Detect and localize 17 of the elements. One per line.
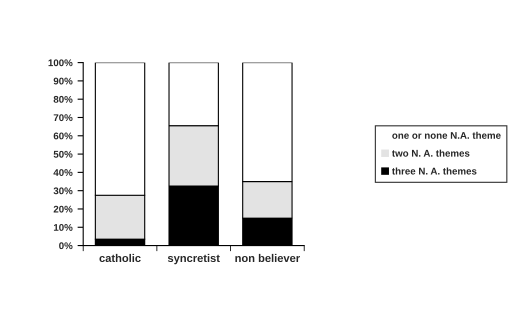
x-tick-label: non believer bbox=[235, 254, 300, 262]
y-tick-label: 100% bbox=[48, 59, 73, 66]
y-tick-label: 40% bbox=[53, 169, 73, 176]
text: one or none N.A. theme bbox=[392, 132, 501, 139]
y-tick-label: 0% bbox=[59, 242, 73, 250]
y-tick-label: 10% bbox=[54, 224, 73, 231]
y-tick-label: 90% bbox=[54, 78, 73, 85]
x-tick-label: syncretist bbox=[168, 254, 220, 264]
y-tick-label: 80% bbox=[54, 96, 73, 103]
x-tick-label: catholic bbox=[99, 254, 141, 262]
y-tick-label: 30% bbox=[54, 187, 73, 194]
y-tick-label: 50% bbox=[54, 150, 73, 158]
y-tick-label: 20% bbox=[54, 206, 73, 213]
legend-label: two N. A. themes bbox=[392, 150, 470, 157]
legend-label: three N. A. themes bbox=[392, 167, 476, 175]
y-tick-label: 60% bbox=[54, 132, 73, 140]
y-tick-label: 70% bbox=[54, 114, 73, 122]
